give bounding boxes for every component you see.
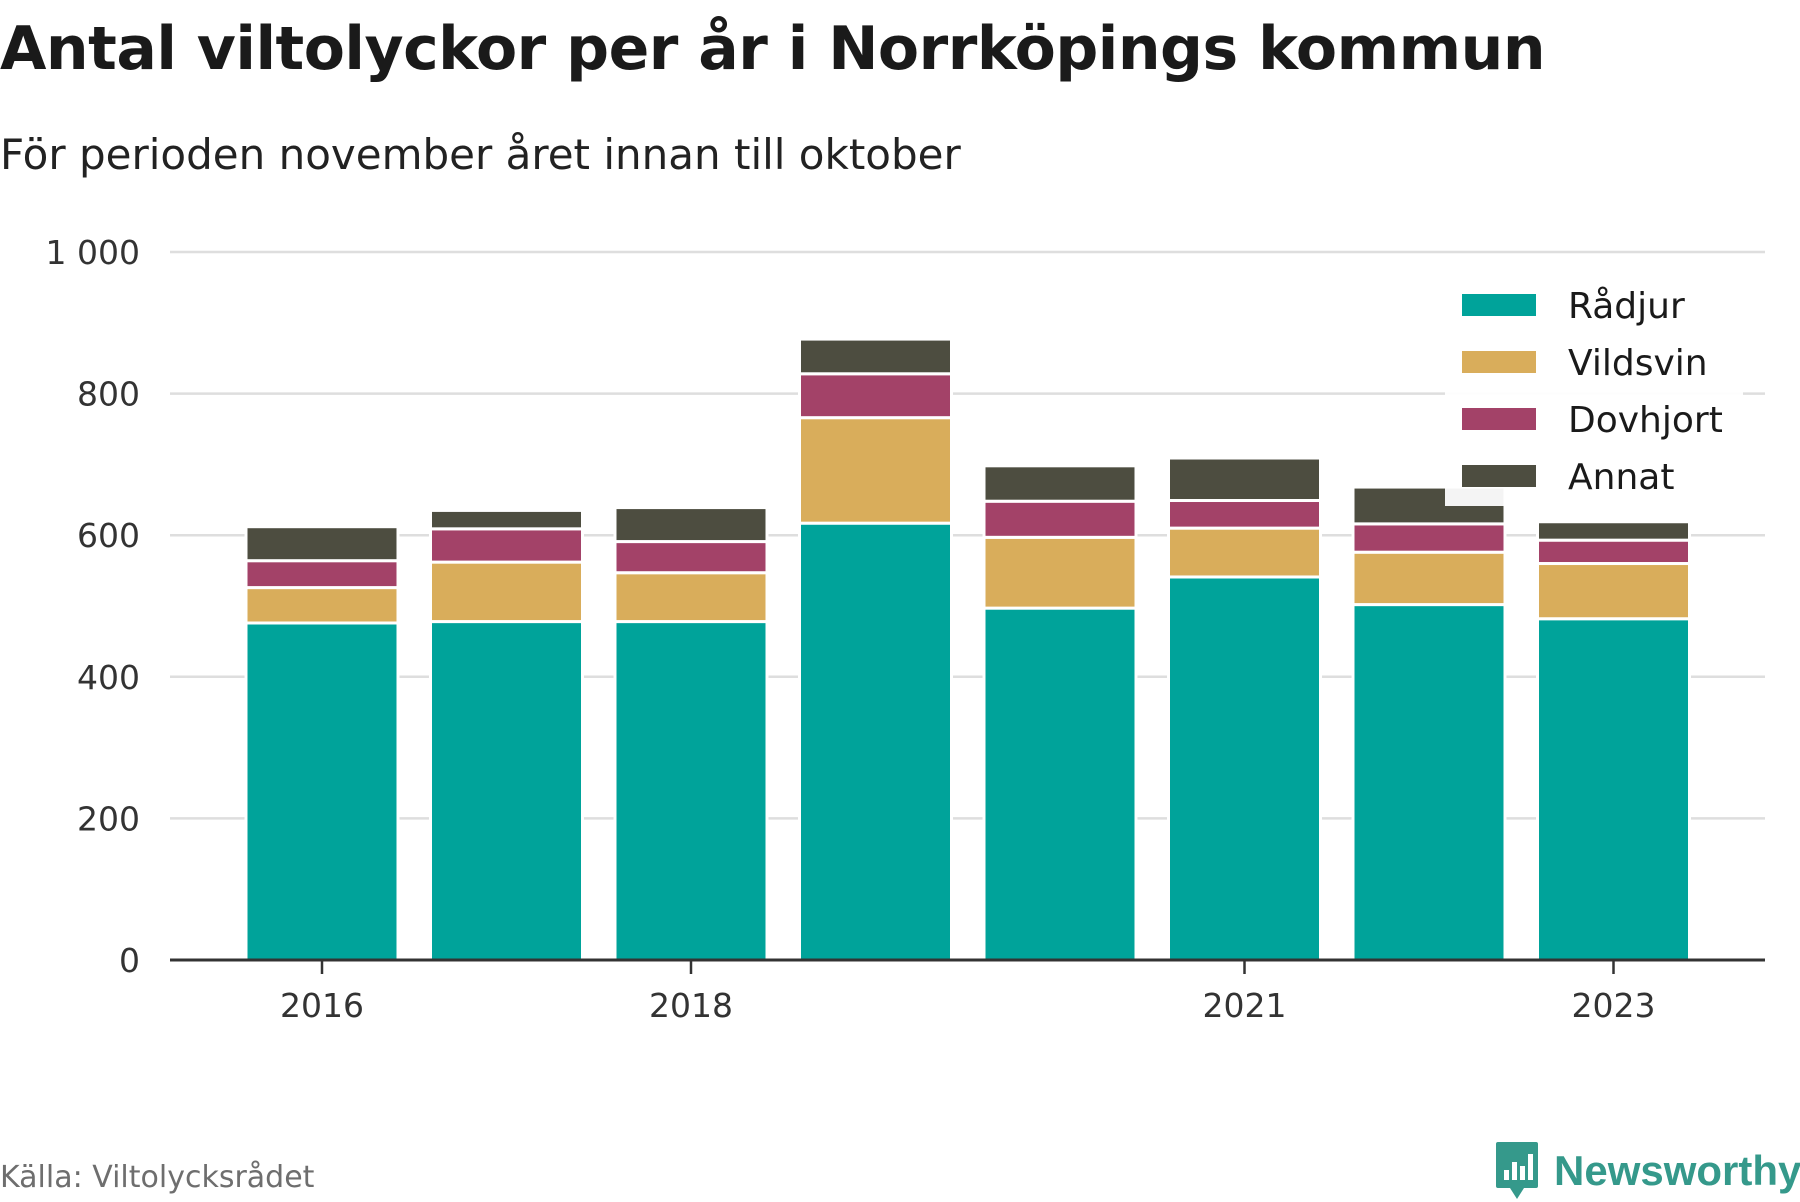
bar-segment [244,559,400,590]
chart-title: Antal viltolyckor per år i Norrköpings k… [0,14,1546,84]
newsworthy-logo: Newsworthy [1494,1140,1800,1202]
legend-label: Vildsvin [1568,343,1708,384]
bar-segment [1167,499,1322,530]
legend-label: Annat [1568,457,1674,498]
brand-name: Newsworthy [1554,1147,1800,1194]
bar-segment [798,521,953,962]
x-tick-label: 2021 [1203,986,1287,1025]
bar-segment [1536,520,1691,542]
bar-segment [1536,562,1691,621]
bar-segment [613,540,769,575]
y-tick-label: 400 [77,658,140,697]
x-axis-labels: 2016 2018 2021 2023 [280,960,1655,1025]
bar-segment [1351,550,1507,607]
x-tick-label: 2016 [280,986,364,1025]
legend-label: Rådjur [1568,286,1685,327]
y-tick-label: 600 [77,516,140,555]
bar-segment [1536,538,1691,566]
legend: Rådjur Vildsvin Dovhjort Annat [1445,268,1743,506]
stacked-bar-chart: 0 200 400 600 800 1 000 2016 2018 2021 2023 Rådj… [46,233,1765,1025]
bars [244,337,1691,962]
source-note: Källa: Viltolycksrådet [0,1160,315,1195]
bar-segment [798,416,953,525]
bar-segment [982,464,1138,503]
bar-segment [1351,603,1507,962]
y-tick-label: 800 [77,375,140,414]
y-axis-labels: 0 200 400 600 800 1 000 [46,233,140,980]
legend-swatch [1462,465,1536,487]
legend-swatch [1462,408,1536,430]
bar-segment [429,560,584,624]
bar-segment [613,620,769,962]
chart-subtitle: För perioden november året innan till ok… [0,130,961,179]
bar-segment [429,527,584,564]
bar-segment [982,499,1138,539]
bar-segment [1167,575,1322,962]
bar-segment [1536,617,1691,962]
bar-segment [244,525,400,563]
y-tick-label: 200 [77,799,140,838]
bar-segment [613,506,769,544]
bar-segment [1167,456,1322,503]
bar-segment [244,621,400,962]
x-tick-label: 2018 [649,986,733,1025]
bar-segment [429,620,584,962]
y-tick-label: 0 [119,941,140,980]
bar-segment [982,535,1138,610]
bar-segment [1167,526,1322,579]
bar-segment [982,606,1138,962]
y-tick-label: 1 000 [46,233,140,272]
bar-segment [244,586,400,625]
bar-segment [798,337,953,376]
legend-label: Dovhjort [1568,400,1723,441]
bar-segment [798,372,953,420]
x-tick-label: 2023 [1572,986,1656,1025]
bar-segment [429,508,584,531]
bar-segment [613,571,769,624]
bar-segment [1351,522,1507,554]
chart-speech-bubble-icon [1496,1142,1538,1199]
legend-swatch [1462,351,1536,373]
legend-swatch [1462,294,1536,316]
